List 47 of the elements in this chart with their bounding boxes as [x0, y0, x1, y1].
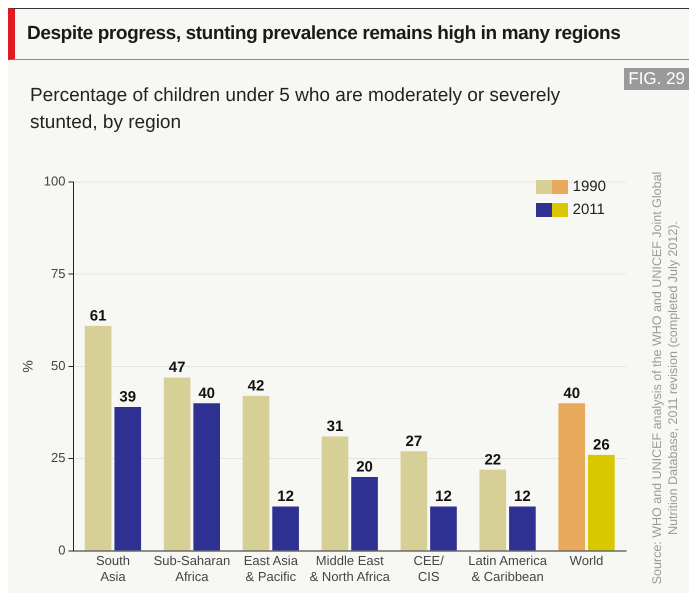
bar: [509, 506, 536, 550]
x-tick-label: Sub-Saharan Africa: [154, 553, 230, 584]
x-tick-label: World: [570, 553, 604, 568]
bar: [430, 506, 457, 550]
bar: [114, 406, 142, 550]
data-label: 12: [435, 488, 452, 506]
y-tick-label: 100: [44, 174, 66, 189]
bar: [193, 403, 220, 550]
data-label: 42: [248, 378, 264, 395]
bar: [479, 470, 506, 550]
bar: [242, 396, 270, 550]
data-label: 12: [514, 488, 531, 506]
y-axis-title: %: [19, 360, 36, 373]
legend-label: 1990: [572, 178, 606, 195]
data-label: 39: [119, 388, 136, 406]
data-label: 47: [168, 359, 186, 376]
legend-label: 2011: [572, 201, 605, 218]
bar: [400, 451, 428, 550]
data-label: 20: [356, 458, 373, 476]
x-tick-label: East Asia & Pacific: [244, 553, 299, 584]
data-label: 61: [90, 307, 106, 324]
x-tick-label: South Asia: [96, 553, 130, 584]
y-tick-label: 50: [51, 358, 66, 373]
data-label: 22: [484, 451, 502, 468]
data-label: 26: [592, 436, 610, 454]
bar: [588, 454, 615, 550]
x-tick-label: CEE/ CIS: [414, 553, 444, 584]
data-label: 31: [326, 418, 344, 436]
bar: [84, 326, 112, 550]
chart-title: Despite progress, stunting prevalence remains high in many regions: [27, 23, 620, 45]
caption: FIG. 29: [624, 68, 689, 90]
source-note: Source: WHO and UNICEF analysis of the WHO and UNICEF Joint Global Nutrition Database, 2011 revision (completed July 2012).: [649, 170, 681, 586]
y-tick-label: 75: [51, 266, 66, 281]
x-tick-label: Middle East & North Africa: [310, 553, 391, 584]
data-label: 40: [198, 384, 216, 402]
y-tick-label: 25: [51, 450, 66, 466]
data-label: 12: [277, 488, 294, 506]
data-label: 40: [563, 384, 580, 402]
bar: [322, 436, 348, 550]
bar: [164, 377, 190, 550]
data-label: 27: [406, 432, 422, 450]
bar: [558, 403, 586, 550]
y-tick-label: 0: [58, 542, 66, 558]
bar: [351, 477, 378, 550]
chart-subtitle: Percentage of children under 5 who are moderately or severely stunted, by region: [30, 85, 560, 133]
x-tick-label: Latin America & Caribbean: [468, 553, 548, 584]
bar: [272, 506, 299, 550]
